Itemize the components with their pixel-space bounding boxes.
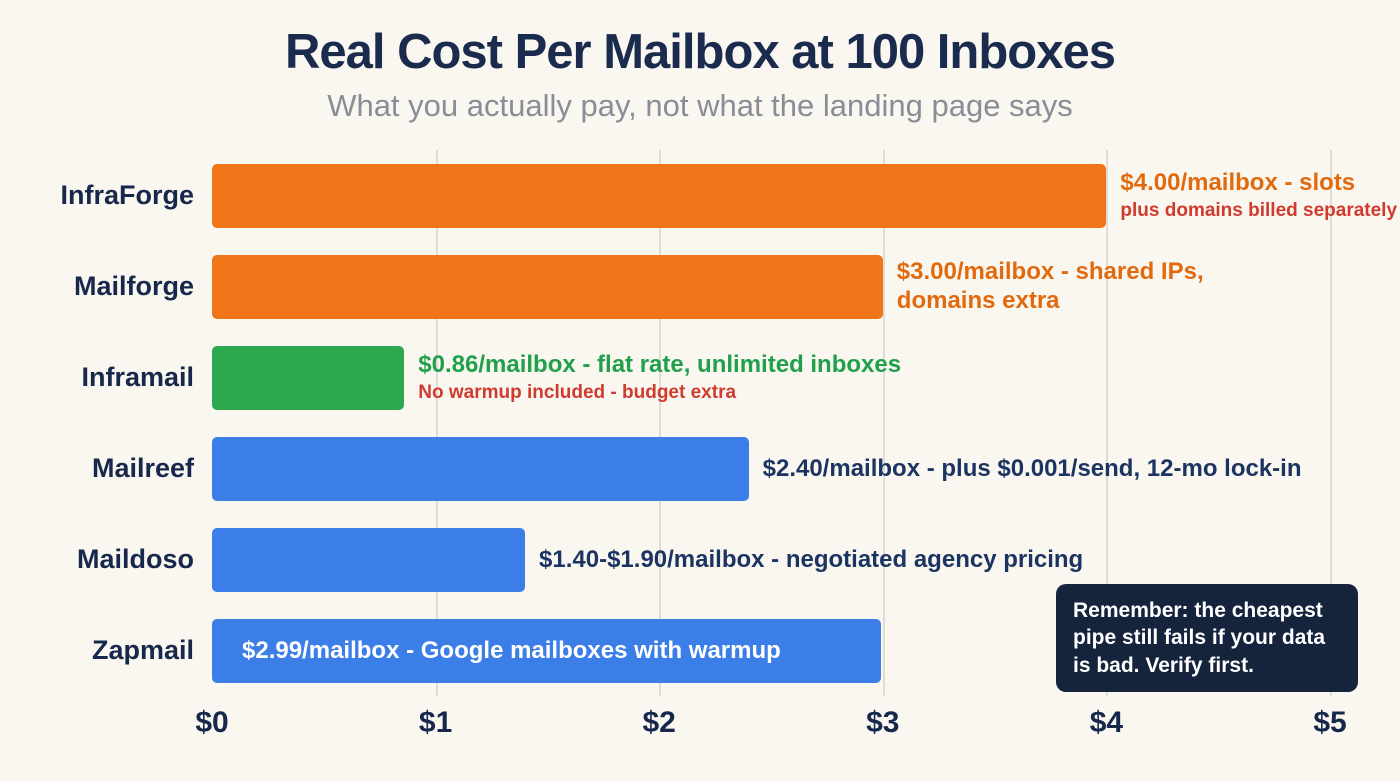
x-tick-2: $2 [642, 706, 676, 739]
chart-title: Real Cost Per Mailbox at 100 Inboxes [285, 25, 1116, 79]
bar-value-label: $3.00/mailbox - shared IPs, domains extr… [896, 257, 1204, 314]
bar-annotation: $1.40-$1.90/mailbox - negotiated agency … [539, 546, 1083, 574]
bar-inframail [212, 345, 405, 410]
bar-infraforge [212, 163, 1107, 228]
bar-mailreef [212, 436, 749, 501]
gridline [659, 150, 662, 696]
gridline [1330, 150, 1332, 696]
bar-annotation: $4.00/mailbox - slots plus domains bille… [1120, 169, 1397, 221]
chart-row-maildoso: $1.40-$1.90/mailbox - negotiated agency … [212, 514, 1330, 605]
bar-zapmail: $2.99/mailbox - Google mailboxes with wa… [212, 618, 881, 683]
bar-chart: InfraForge Mailforge Inframail Mailreef … [0, 150, 1400, 739]
chart-row-inframail: $0.86/mailbox - flat rate, unlimited inb… [212, 332, 1330, 423]
bar-note-label: No warmup included - budget extra [418, 381, 737, 403]
bar-annotation: $3.00/mailbox - shared IPs, domains extr… [897, 258, 1252, 316]
chart-header: Real Cost Per Mailbox at 100 Inboxes Wha… [0, 0, 1400, 124]
bar-annotation: $0.86/mailbox - flat rate, unlimited inb… [418, 351, 901, 403]
bar-annotation: $2.40/mailbox - plus $0.001/send, 12-mo … [763, 455, 1302, 483]
x-tick-4: $4 [1089, 706, 1124, 739]
category-label-mailreef: Mailreef [91, 453, 194, 483]
chart-subtitle: What you actually pay, not what the land… [327, 88, 1073, 123]
plot-area: $4.00/mailbox - slots plus domains bille… [195, 150, 1397, 739]
chart-row-zapmail: $2.99/mailbox - Google mailboxes with wa… [212, 605, 1330, 696]
bar-maildoso [212, 527, 526, 592]
bar-mailforge [212, 254, 883, 319]
note-text: Remember: the cheapest pipe still fails … [1073, 599, 1326, 677]
gridline [1106, 150, 1109, 696]
x-tick-1: $1 [418, 706, 453, 739]
chart-row-infraforge: $4.00/mailbox - slots plus domains bille… [212, 150, 1397, 241]
x-tick-0: $0 [195, 706, 229, 739]
x-tick-5: $5 [1313, 706, 1347, 739]
bar-value-label: $2.99/mailbox - Google mailboxes with wa… [242, 636, 781, 664]
category-label-inframail: Inframail [81, 362, 194, 392]
bar-value-label: $1.40-$1.90/mailbox - negotiated agency … [539, 545, 1084, 573]
category-label-maildoso: Maildoso [76, 544, 194, 574]
gridlines [212, 150, 1332, 696]
bar-value-label: $0.86/mailbox - flat rate, unlimited inb… [418, 351, 902, 379]
x-axis: $0 $1 $2 $3 $4 $5 [195, 706, 1346, 748]
x-tick-3: $3 [866, 706, 900, 739]
category-labels: InfraForge Mailforge Inframail Mailreef … [0, 150, 212, 696]
bar-note-label: plus domains billed separately [1120, 199, 1398, 221]
gridline [882, 150, 885, 696]
bar-value-label: $4.00/mailbox - slots [1120, 169, 1356, 197]
bar-value-label: $2.40/mailbox - plus $0.001/send, 12-mo … [762, 454, 1302, 482]
category-label-infraforge: InfraForge [60, 180, 194, 210]
category-label-zapmail: Zapmail [91, 635, 194, 665]
gridline [435, 150, 438, 696]
category-label-mailforge: Mailforge [73, 271, 194, 301]
note-box: Remember: the cheapest pipe still fails … [1056, 584, 1358, 692]
chart-row-mailreef: $2.40/mailbox - plus $0.001/send, 12-mo … [212, 423, 1330, 514]
chart-row-mailforge: $3.00/mailbox - shared IPs, domains extr… [212, 241, 1330, 332]
